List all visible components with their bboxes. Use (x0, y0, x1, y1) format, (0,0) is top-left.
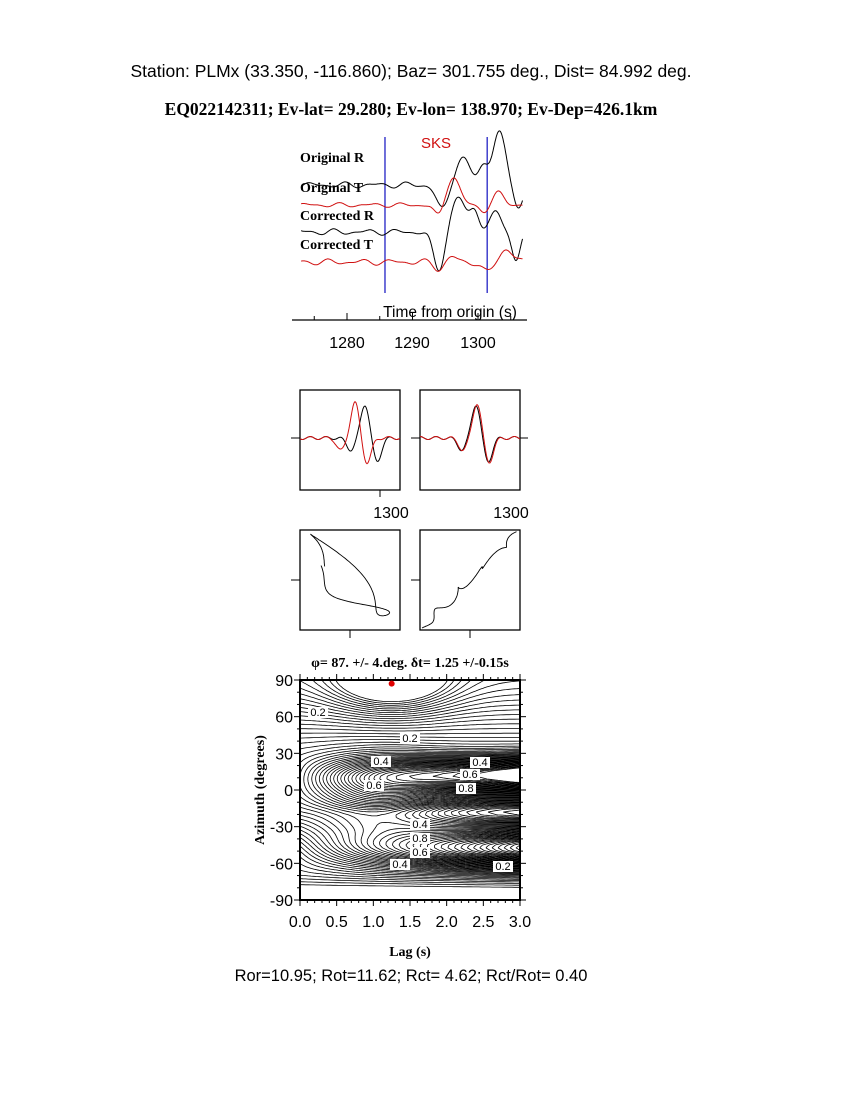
panel-frame (419, 529, 521, 631)
contour-label-bg (493, 861, 513, 872)
contour-line (299, 739, 521, 870)
radial-waveform (299, 405, 401, 462)
x-tick-label: 1.5 (399, 914, 421, 931)
contour-line (299, 694, 521, 878)
contour-label: 0.6 (366, 780, 381, 792)
radial-waveform (419, 405, 521, 463)
event-line: EQ022142311; Ev-lat= 29.280; Ev-lon= 138… (165, 99, 658, 119)
y-tick-label: 30 (275, 746, 293, 763)
particle-motion-path (310, 533, 391, 617)
contour-line (315, 753, 521, 865)
contour-line (299, 714, 521, 874)
time-tick-1290: 1290 (394, 335, 430, 352)
y-tick-label: -60 (270, 856, 293, 873)
x-tick-label: 2.5 (472, 914, 494, 931)
contour-label-bg (410, 819, 430, 830)
y-tick-label: -90 (270, 893, 293, 910)
contour-label: 0.6 (412, 847, 427, 859)
contour-line (300, 679, 520, 888)
contour-line (299, 688, 521, 879)
contour-line (355, 760, 521, 858)
contour-line (311, 752, 521, 866)
contour-label: 0.8 (412, 833, 427, 845)
panel-frame (299, 529, 401, 631)
contour-line (299, 741, 521, 869)
contour-title: φ= 87. +/- 4.deg. δt= 1.25 +/-0.15s (311, 656, 509, 671)
contour-label-bg (410, 833, 430, 844)
x-tick-label: 0.0 (289, 914, 311, 931)
contour-line (303, 750, 521, 867)
transverse-waveform (299, 400, 401, 465)
x-tick-label: 3.0 (509, 914, 531, 931)
contour-label: 0.4 (472, 757, 487, 769)
trace-label-original-r: Original R (300, 151, 365, 166)
contour-line (343, 758, 521, 860)
trace-corrected-t (301, 249, 523, 272)
trace-label-corrected-t: Corrected T (300, 238, 374, 253)
transverse-waveform (419, 403, 521, 464)
panel-tick-1300: 1300 (493, 505, 529, 522)
y-tick-label: 90 (275, 673, 293, 690)
contour-label-bg (390, 859, 410, 870)
particle-motion-after (411, 529, 521, 638)
trace-corrected-r (301, 196, 523, 272)
y-tick-label: 0 (284, 783, 293, 800)
x-tick-label: 2.0 (436, 914, 458, 931)
contour-label: 0.4 (392, 859, 407, 871)
waveform-panel-after: 1300 (411, 389, 529, 522)
trace-label-original-t: Original T (300, 181, 364, 196)
energy-contour-plot: φ= 87. +/- 4.deg. δt= 1.25 +/-0.15s 0.0 0… (253, 656, 531, 960)
panel-frame (419, 389, 521, 491)
y-tick-label: -30 (270, 820, 293, 837)
time-tick-1300: 1300 (460, 335, 496, 352)
contour-line (299, 736, 521, 870)
waveform-panel-before: 1300 (291, 389, 409, 522)
x-tick-label: 1.0 (362, 914, 384, 931)
contour-label: 0.2 (310, 707, 325, 719)
contour-line (299, 748, 521, 867)
time-tick-1280: 1280 (329, 335, 365, 352)
contour-label-bg (308, 707, 328, 718)
contour-label: 0.6 (462, 769, 477, 781)
contour-label-bg (400, 733, 420, 744)
contour-label-bg (371, 756, 391, 767)
panel-tick-1300: 1300 (373, 505, 409, 522)
y-axis-label: Azimuth (degrees) (253, 735, 268, 845)
seismogram-panel: SKS Original R Original T Corrected R Co… (292, 130, 527, 352)
contour-label: 0.4 (373, 756, 388, 768)
contour-line (299, 679, 520, 886)
ratio-summary: Ror=10.95; Rot=11.62; Rct= 4.62; Rct/Rot… (235, 967, 588, 985)
contour-label: 0.2 (495, 861, 510, 873)
station-line: Station: PLMx (33.350, -116.860); Baz= 3… (130, 61, 691, 81)
trace-original-r (300, 130, 523, 209)
contour-label: 0.2 (402, 733, 417, 745)
best-fit-point (388, 680, 395, 687)
contour-line (299, 679, 521, 883)
x-axis-label: Lag (s) (389, 945, 431, 960)
contour-label-bg (364, 780, 384, 791)
contour-line (340, 758, 521, 861)
time-axis-label: Time from origin (s) (383, 304, 517, 321)
trace-original-t (301, 177, 523, 214)
particle-motion-before (291, 529, 401, 638)
contour-label: 0.4 (412, 819, 427, 831)
trace-label-corrected-r: Corrected R (300, 209, 375, 224)
particle-motion-path (421, 531, 517, 629)
contour-line (299, 699, 521, 877)
contour-label-bg (460, 769, 480, 780)
phase-label: SKS (421, 135, 451, 152)
contour-label-bg (470, 757, 490, 768)
contour-label-bg (456, 783, 476, 794)
contour-line (299, 723, 521, 873)
contour-line (299, 680, 521, 880)
contour-line (299, 679, 520, 884)
x-tick-label: 0.5 (326, 914, 348, 931)
panel-frame (299, 389, 401, 491)
contour-label-bg (410, 847, 430, 858)
contour-line (351, 760, 521, 859)
contour-label: 0.8 (458, 783, 473, 795)
contour-line (299, 679, 521, 881)
y-tick-label: 60 (275, 710, 293, 727)
